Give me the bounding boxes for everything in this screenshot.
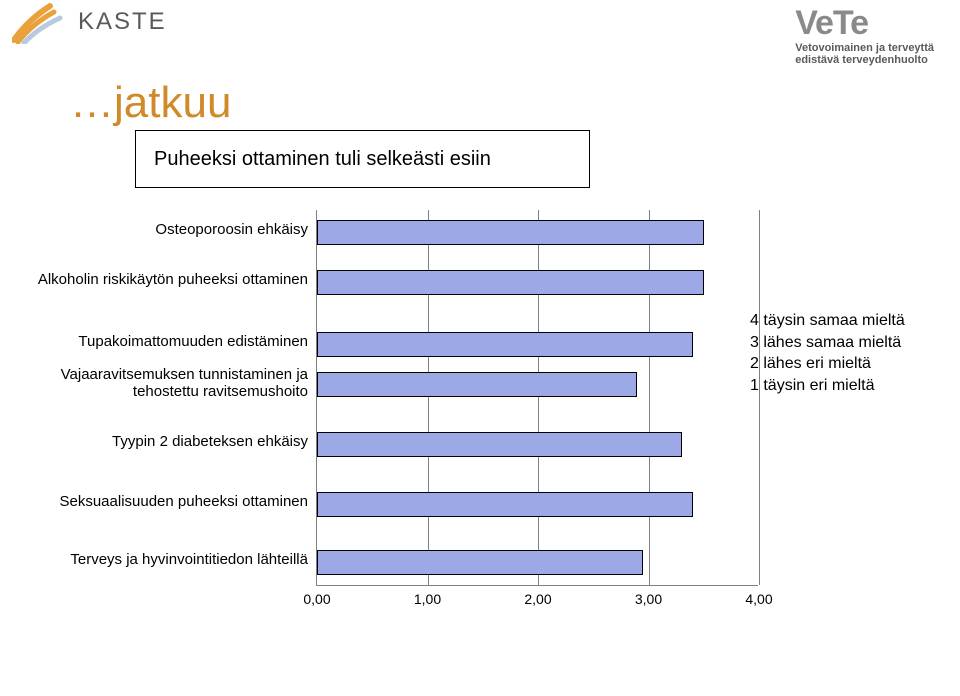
- chart-tick-label: 4,00: [745, 591, 772, 607]
- chart-bar: [317, 432, 682, 457]
- bar-chart: Osteoporoosin ehkäisy Alkoholin riskikäyt…: [6, 210, 758, 610]
- chart-labels-column: Osteoporoosin ehkäisy Alkoholin riskikäyt…: [6, 210, 316, 586]
- vete-logo: VeTe Vetovoimainen ja terveyttä edistävä…: [795, 6, 934, 66]
- chart-category-label: Seksuaalisuuden puheeksi ottaminen: [6, 490, 316, 514]
- chart-plot-area: 0,001,002,003,004,00: [316, 210, 758, 586]
- chart-bar: [317, 492, 693, 517]
- chart-bar: [317, 332, 693, 357]
- kaste-logo-text: KASTE: [78, 8, 167, 36]
- chart-category-label: Tyypin 2 diabeteksen ehkäisy: [6, 430, 316, 454]
- legend-item: 3 lähes samaa mieltä: [750, 332, 932, 354]
- chart-gridline: [759, 210, 760, 585]
- chart-tick-label: 1,00: [414, 591, 441, 607]
- chart-gridline: [649, 210, 650, 585]
- vete-logo-text: VeTe: [795, 6, 934, 40]
- chart-tick-label: 0,00: [303, 591, 330, 607]
- chart-tick-label: 2,00: [524, 591, 551, 607]
- subhead-text: Puheeksi ottaminen tuli selkeästi esiin: [154, 148, 491, 171]
- slide-heading: …jatkuu: [70, 78, 231, 128]
- vete-sub-line-2: edistävä terveydenhuolto: [795, 54, 934, 66]
- kaste-logo: KASTE: [12, 0, 167, 44]
- vete-sub-line-1: Vetovoimainen ja terveyttä: [795, 42, 934, 54]
- chart-gridline: [428, 210, 429, 585]
- legend-item: 1 täysin eri mieltä: [750, 375, 932, 397]
- chart-category-label: Osteoporoosin ehkäisy: [6, 218, 316, 242]
- chart-gridline: [538, 210, 539, 585]
- chart-bar: [317, 220, 704, 245]
- chart-tick-label: 3,00: [635, 591, 662, 607]
- chart-bar: [317, 270, 704, 295]
- chart-category-label: Terveys ja hyvinvointitiedon lähteillä: [6, 548, 316, 572]
- chart-category-label: Vajaaravitsemuksen tunnistaminen ja teho…: [6, 364, 316, 402]
- chart-bar: [317, 372, 637, 397]
- legend-item: 4 täysin samaa mieltä: [750, 310, 932, 332]
- kaste-mark-icon: [12, 0, 68, 44]
- legend-item: 2 lähes eri mieltä: [750, 353, 932, 375]
- chart-category-label: Tupakoimattomuuden edistäminen: [6, 330, 316, 354]
- chart-category-label: Alkoholin riskikäytön puheeksi ottaminen: [6, 268, 316, 292]
- legend: 4 täysin samaa mieltä 3 lähes samaa miel…: [750, 310, 932, 396]
- chart-bar: [317, 550, 643, 575]
- subhead-box: Puheeksi ottaminen tuli selkeästi esiin: [135, 130, 590, 188]
